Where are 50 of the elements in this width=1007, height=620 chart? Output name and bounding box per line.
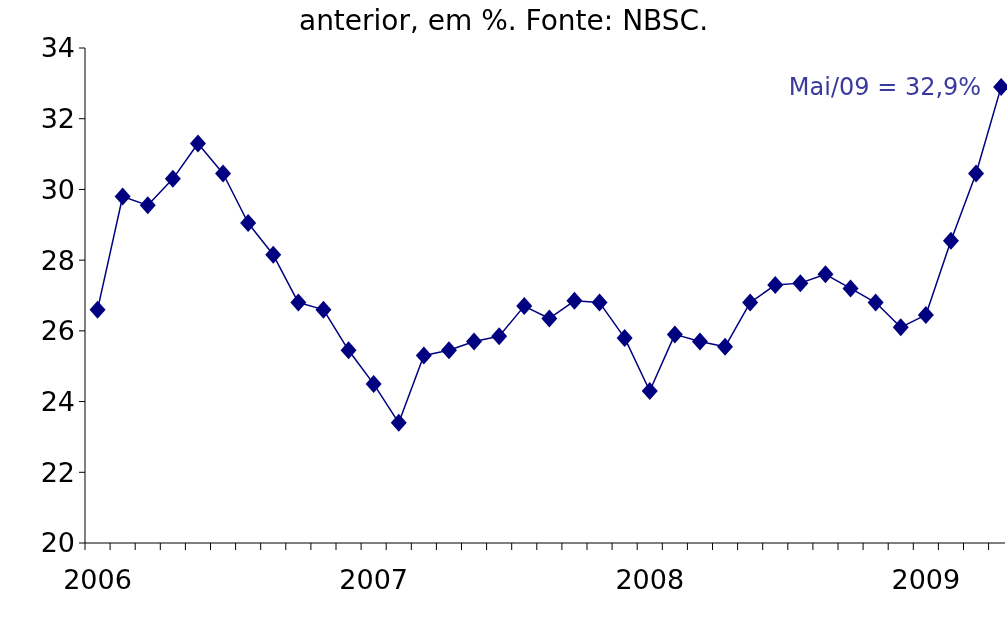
point (340, 341, 357, 360)
point (792, 274, 809, 293)
x-tick-label: 2009 (891, 564, 961, 595)
point (290, 293, 307, 312)
point (466, 332, 483, 351)
point (541, 309, 558, 328)
point (742, 293, 759, 312)
point (842, 279, 859, 298)
x-tick-label: 2008 (615, 564, 685, 595)
y-tick-label: 28 (40, 244, 75, 276)
point (415, 346, 432, 365)
point (767, 275, 784, 294)
point (315, 300, 332, 319)
point (491, 327, 508, 346)
annotation: Mai/09 = 32,9% (788, 72, 982, 101)
point (189, 134, 206, 153)
point (566, 291, 583, 310)
point (215, 164, 232, 183)
point (616, 328, 633, 347)
y-tick-label: 26 (40, 315, 75, 347)
y-tick-label: 22 (40, 456, 75, 488)
point (164, 169, 181, 188)
point (717, 337, 734, 356)
point (817, 265, 834, 284)
point (390, 413, 407, 432)
point (942, 231, 959, 250)
point (917, 305, 934, 324)
y-tick-label: 20 (40, 527, 75, 559)
point (440, 341, 457, 360)
y-tick-label: 24 (40, 386, 75, 418)
point (139, 196, 156, 215)
point (365, 374, 382, 393)
point (867, 293, 884, 312)
point (591, 293, 608, 312)
y-tick-label: 34 (40, 32, 75, 64)
y-tick-label: 32 (40, 103, 75, 135)
x-tick-label: 2006 (63, 564, 132, 595)
point (89, 300, 106, 319)
point (968, 164, 985, 183)
point (691, 332, 708, 351)
chart-title: anterior, em %. Fonte: NBSC. (298, 4, 709, 37)
point (114, 187, 131, 206)
point (892, 318, 909, 337)
y-tick-label: 30 (40, 173, 75, 205)
point (516, 297, 533, 316)
point (666, 325, 683, 344)
point (265, 245, 282, 264)
point (240, 214, 257, 233)
point (641, 381, 658, 400)
x-tick-label: 2007 (339, 564, 409, 595)
